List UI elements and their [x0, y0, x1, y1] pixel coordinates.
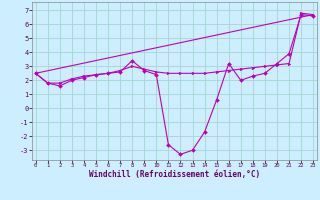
X-axis label: Windchill (Refroidissement éolien,°C): Windchill (Refroidissement éolien,°C) — [89, 170, 260, 179]
